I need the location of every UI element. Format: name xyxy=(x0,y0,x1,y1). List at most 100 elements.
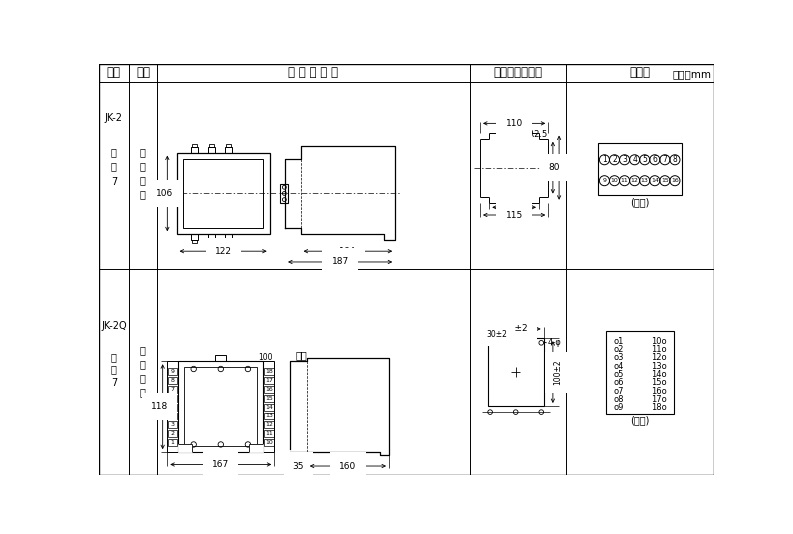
Text: 11: 11 xyxy=(621,178,628,183)
Text: 1: 1 xyxy=(602,155,607,164)
Bar xyxy=(168,430,178,437)
Bar xyxy=(168,368,178,375)
Bar xyxy=(224,234,232,240)
Text: 17o: 17o xyxy=(651,395,666,404)
Bar xyxy=(190,234,198,240)
Bar xyxy=(264,404,274,411)
Text: 110: 110 xyxy=(505,119,523,128)
Text: 187: 187 xyxy=(331,257,349,266)
Text: 10o: 10o xyxy=(651,337,666,346)
Bar xyxy=(168,412,178,419)
Text: JK-2Q: JK-2Q xyxy=(101,321,127,331)
Text: 2: 2 xyxy=(612,155,617,164)
Text: 7: 7 xyxy=(111,177,117,186)
Bar xyxy=(224,147,232,153)
Bar xyxy=(209,240,214,243)
Text: 16: 16 xyxy=(671,178,679,183)
Text: 115: 115 xyxy=(505,210,523,219)
Text: 3: 3 xyxy=(623,155,627,164)
Text: 11: 11 xyxy=(265,431,273,436)
Text: 附: 附 xyxy=(111,147,117,157)
Bar xyxy=(264,439,274,446)
Text: 端子图: 端子图 xyxy=(630,66,650,80)
Bar xyxy=(264,430,274,437)
Text: 164: 164 xyxy=(339,247,357,256)
Text: 122: 122 xyxy=(215,247,232,256)
Bar xyxy=(598,143,682,195)
Text: o8: o8 xyxy=(614,395,624,404)
Text: 18o: 18o xyxy=(651,403,666,412)
Text: (背视): (背视) xyxy=(630,197,649,207)
Text: 167: 167 xyxy=(213,460,229,469)
Text: 图: 图 xyxy=(111,364,117,374)
Text: 10: 10 xyxy=(611,178,619,183)
Text: 8: 8 xyxy=(170,378,174,383)
Text: o3: o3 xyxy=(614,354,624,363)
Bar xyxy=(168,377,178,384)
Text: 2: 2 xyxy=(170,431,174,436)
Text: 118: 118 xyxy=(151,402,168,411)
Text: 单位：mm: 单位：mm xyxy=(672,69,711,80)
Text: 160: 160 xyxy=(339,461,357,470)
Bar xyxy=(606,331,674,414)
Text: 外 形 尺 寸 图: 外 形 尺 寸 图 xyxy=(289,66,339,80)
Text: 1: 1 xyxy=(170,440,174,445)
Text: 15o: 15o xyxy=(651,379,666,387)
Text: 15: 15 xyxy=(661,178,668,183)
Bar xyxy=(168,421,178,428)
Bar xyxy=(263,362,274,452)
Text: 后: 后 xyxy=(140,161,146,171)
Bar xyxy=(168,404,178,411)
Bar xyxy=(264,412,274,419)
Bar xyxy=(183,159,263,228)
Bar xyxy=(185,367,257,446)
Bar xyxy=(264,421,274,428)
Text: 94: 94 xyxy=(558,163,569,172)
Bar xyxy=(250,444,263,452)
Text: 100±2: 100±2 xyxy=(553,359,562,385)
Text: 4: 4 xyxy=(170,413,174,419)
Text: o7: o7 xyxy=(614,387,624,396)
Text: 13: 13 xyxy=(641,178,649,183)
Bar xyxy=(264,386,274,393)
Text: 图号: 图号 xyxy=(107,66,121,80)
Bar xyxy=(178,444,192,452)
Text: 4-R2.5: 4-R2.5 xyxy=(520,130,548,139)
Text: 底座: 底座 xyxy=(296,350,308,360)
Text: 8: 8 xyxy=(672,155,677,164)
Bar xyxy=(168,395,178,402)
Text: o4: o4 xyxy=(614,362,624,371)
Text: o6: o6 xyxy=(614,379,624,387)
Text: 12: 12 xyxy=(265,422,273,427)
Bar xyxy=(208,147,216,153)
Text: 30±2: 30±2 xyxy=(487,330,508,339)
Text: 12: 12 xyxy=(630,178,638,183)
Text: 13o: 13o xyxy=(651,362,666,371)
Bar xyxy=(226,144,231,147)
Text: 板: 板 xyxy=(140,345,146,356)
Bar xyxy=(208,234,216,240)
Bar xyxy=(192,240,197,243)
Text: 106: 106 xyxy=(156,189,174,198)
Bar xyxy=(264,368,274,375)
Text: 附: 附 xyxy=(111,352,117,362)
Bar xyxy=(177,153,270,234)
Text: 板: 板 xyxy=(140,147,146,157)
Text: 16: 16 xyxy=(265,387,273,392)
Bar xyxy=(281,184,288,203)
Text: 100: 100 xyxy=(259,353,273,362)
Text: 7: 7 xyxy=(662,155,668,164)
Bar xyxy=(168,386,178,393)
Bar xyxy=(264,377,274,384)
Bar xyxy=(264,395,274,402)
Text: 接: 接 xyxy=(140,175,146,185)
Text: 线: 线 xyxy=(140,189,146,199)
Text: JK-2: JK-2 xyxy=(105,113,123,123)
Text: 14o: 14o xyxy=(651,370,666,379)
Text: 10: 10 xyxy=(265,440,273,445)
Text: 9: 9 xyxy=(170,369,174,374)
Bar xyxy=(178,362,263,452)
Text: o1: o1 xyxy=(614,337,624,346)
Bar xyxy=(192,144,197,147)
Bar xyxy=(209,144,214,147)
